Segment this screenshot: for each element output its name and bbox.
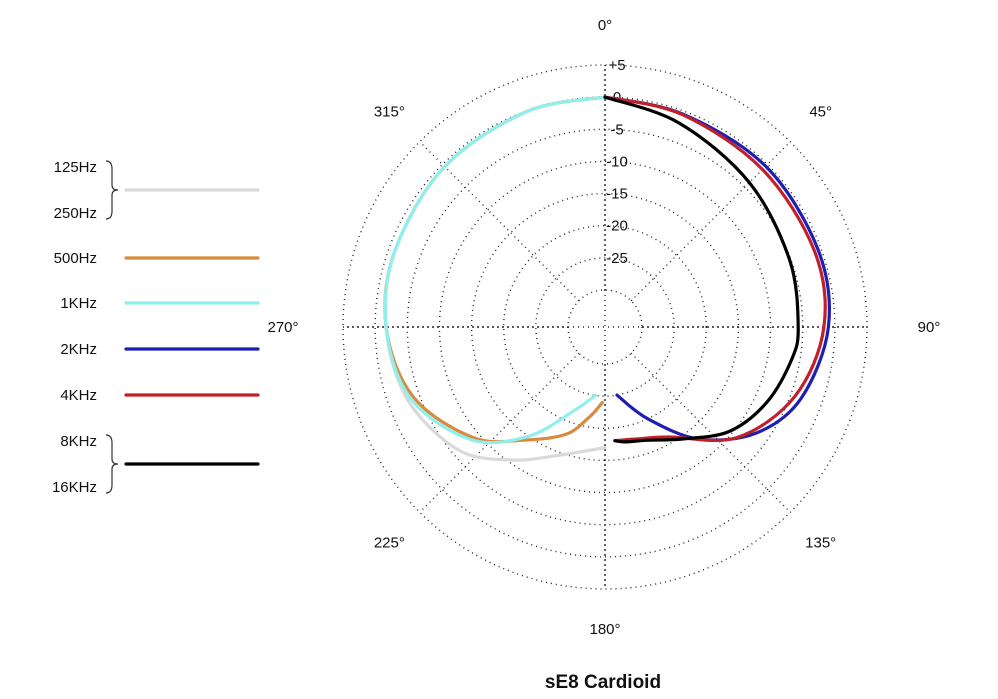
legend: 125Hz 250Hz 500Hz 1KHz 2KHz 4KHz 8KHz 16KHz bbox=[52, 159, 260, 496]
angle-label: 90° bbox=[918, 319, 941, 336]
legend-label: 1KHz bbox=[60, 295, 97, 312]
series-line bbox=[603, 95, 832, 442]
chart-title: sE8 Cardioid bbox=[545, 672, 661, 693]
angle-label: 0° bbox=[598, 17, 612, 34]
angle-label: 180° bbox=[589, 621, 620, 638]
angle-label: 270° bbox=[267, 319, 298, 336]
legend-label: 16KHz bbox=[52, 479, 97, 496]
angle-label: 225° bbox=[374, 535, 405, 552]
radial-tick-label: -20 bbox=[606, 218, 628, 235]
legend-label: 500Hz bbox=[54, 250, 97, 267]
radial-tick-labels: +50-5-10-15-20-25 bbox=[606, 57, 628, 267]
grid-ring bbox=[567, 289, 643, 365]
legend-brace bbox=[105, 434, 119, 494]
angle-label: 45° bbox=[809, 103, 832, 120]
legend-label: 8KHz bbox=[60, 433, 97, 450]
radial-tick-label: -25 bbox=[606, 250, 628, 267]
polar-grid bbox=[342, 64, 868, 590]
grid-spoke bbox=[630, 352, 791, 513]
grid-ring bbox=[535, 257, 675, 397]
grid-ring bbox=[342, 64, 868, 590]
series-line bbox=[603, 95, 800, 444]
legend-label: 4KHz bbox=[60, 387, 97, 404]
grid-ring bbox=[438, 160, 772, 494]
legend-label: 2KHz bbox=[60, 341, 97, 358]
radial-tick-label: -5 bbox=[610, 121, 623, 138]
radial-tick-label: -15 bbox=[606, 186, 628, 203]
series-line bbox=[603, 95, 827, 443]
angle-label: 315° bbox=[374, 103, 405, 120]
polar-curves bbox=[383, 95, 832, 462]
legend-brace bbox=[105, 160, 119, 220]
radial-tick-label: +5 bbox=[608, 57, 625, 74]
angle-labels: 0° 45° 90° 135° 180° 225° 270° 315° bbox=[267, 17, 940, 638]
series-line bbox=[383, 95, 607, 444]
series-line bbox=[383, 95, 607, 445]
grid-ring bbox=[503, 225, 707, 429]
legend-label: 125Hz bbox=[54, 159, 97, 176]
radial-tick-label: -10 bbox=[606, 153, 628, 170]
grid-ring bbox=[374, 96, 836, 558]
angle-label: 135° bbox=[805, 535, 836, 552]
legend-label: 250Hz bbox=[54, 205, 97, 222]
grid-spoke bbox=[419, 352, 580, 513]
